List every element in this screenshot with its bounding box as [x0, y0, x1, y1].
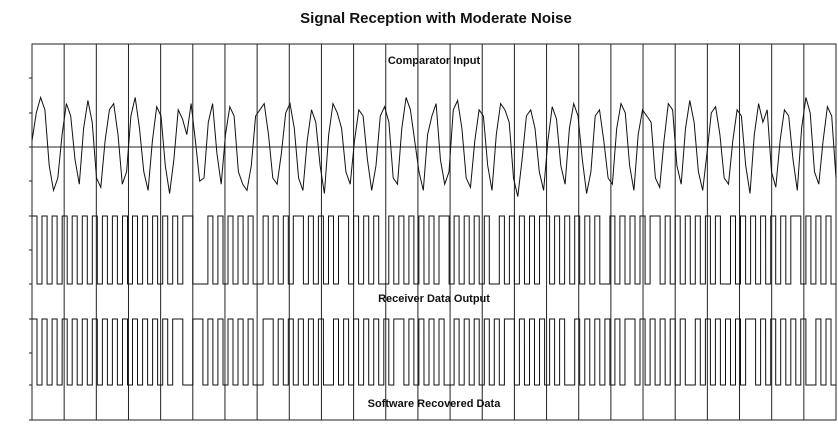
trace-label: Comparator Input	[388, 55, 481, 67]
trace-label: Receiver Data Output	[378, 293, 490, 305]
plot-frame	[31, 43, 837, 421]
trace-2	[32, 318, 836, 386]
trace-label: Software Recovered Data	[368, 398, 502, 410]
trace-labels: Comparator Input Receiver Data Output Soft…	[368, 55, 502, 410]
trace-0	[31, 95, 837, 197]
trace-1	[32, 215, 836, 285]
chart-title: Signal Reception with Moderate Noise	[300, 10, 572, 27]
traces	[31, 95, 837, 386]
